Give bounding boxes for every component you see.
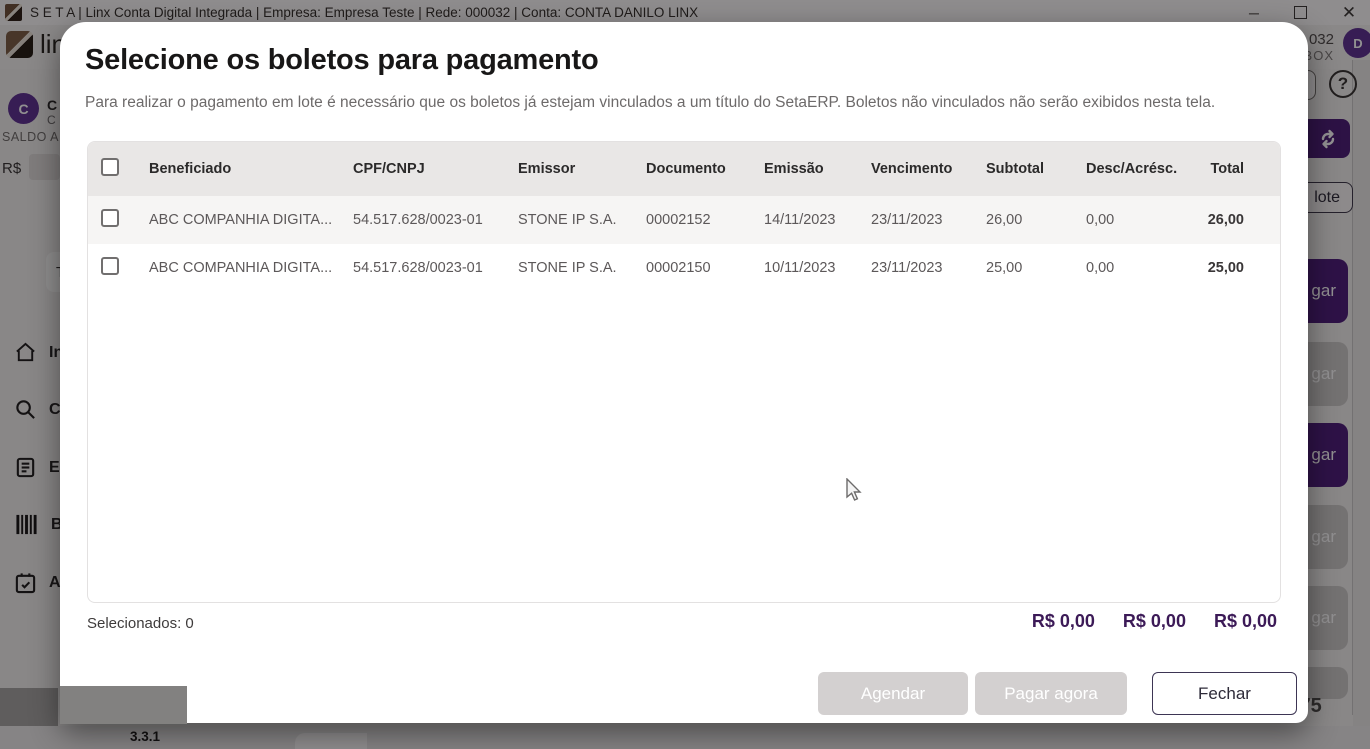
saldo-value-box (29, 154, 60, 180)
boletos-table: Beneficiado CPF/CNPJ Emissor Documento E… (87, 141, 1281, 603)
col-header-subtotal: Subtotal (986, 161, 1044, 177)
row-checkbox[interactable] (101, 257, 119, 275)
right-panel-edge (1352, 60, 1353, 715)
barcode-icon (16, 514, 37, 535)
sidebar-item-boletos[interactable]: B (14, 513, 63, 536)
col-header-cpf-cnpj: CPF/CNPJ (353, 161, 425, 177)
sidebar-item-label: C (49, 400, 61, 418)
col-header-vencimento: Vencimento (871, 161, 953, 177)
sidebar-item-consulta[interactable]: C (14, 398, 61, 421)
cell-cpf-cnpj: 54.517.628/0023-01 (353, 260, 483, 276)
linx-logo-icon (6, 31, 33, 58)
col-header-desc-acresc: Desc/Acrésc. (1086, 161, 1178, 177)
maximize-icon (1293, 6, 1307, 19)
background-step-patch (60, 686, 187, 724)
maximize-button[interactable] (1289, 0, 1311, 25)
account-avatar[interactable]: C (8, 93, 39, 124)
help-button[interactable]: ? (1329, 70, 1357, 98)
cell-subtotal: 25,00 (986, 260, 1023, 276)
modal-title: Selecione os boletos para pagamento (85, 44, 599, 76)
cell-emissao: 10/11/2023 (764, 260, 836, 276)
refresh-icon (1321, 129, 1335, 148)
cell-emissor: STONE IP S.A. (518, 212, 617, 228)
sidebar-item-label: In (49, 343, 64, 361)
selected-count: Selecionados: 0 (87, 615, 194, 632)
cell-beneficiado: ABC COMPANHIA DIGITA... (149, 260, 333, 276)
sidebar-item-label: B (51, 515, 63, 533)
sidebar-footer-shade (0, 688, 58, 726)
pagar-agora-button[interactable]: Pagar agora (975, 672, 1127, 715)
rede-code: 032 (1308, 31, 1334, 48)
sidebar-item-label: A (49, 573, 61, 591)
saldo-label: SALDO A (2, 130, 59, 144)
minimize-button[interactable]: ─ (1249, 4, 1259, 21)
total-desc-acresc: R$ 0,00 (1122, 611, 1186, 631)
fechar-button[interactable]: Fechar (1152, 672, 1297, 715)
calendar-check-icon (15, 573, 36, 594)
cell-emissao: 14/11/2023 (764, 212, 836, 228)
modal-subtitle: Para realizar o pagamento em lote é nece… (85, 94, 1216, 111)
cell-documento: 00002152 (646, 212, 711, 228)
col-header-documento: Documento (646, 161, 726, 177)
cell-desc-acresc: 0,00 (1086, 212, 1115, 228)
home-icon (16, 342, 35, 362)
environment-label: BOX (1303, 48, 1334, 63)
currency-prefix: R$ (2, 160, 22, 177)
col-header-total: Total (1210, 161, 1244, 177)
col-header-beneficiado: Beneficiado (149, 161, 232, 177)
cell-emissor: STONE IP S.A. (518, 260, 617, 276)
table-header-row: Beneficiado CPF/CNPJ Emissor Documento E… (88, 142, 1280, 196)
seta-logo-icon (5, 4, 22, 21)
document-icon (16, 457, 35, 478)
window-title: S E T A | Linx Conta Digital Integrada |… (30, 5, 699, 20)
window-titlebar: S E T A | Linx Conta Digital Integrada |… (0, 0, 1370, 25)
table-row[interactable]: ABC COMPANHIA DIGITA... 54.517.628/0023-… (88, 196, 1280, 244)
account-subtitle: C (47, 113, 56, 127)
cell-desc-acresc: 0,00 (1086, 260, 1115, 276)
cell-vencimento: 23/11/2023 (871, 212, 943, 228)
app-version: 3.3.1 (129, 729, 161, 744)
col-header-emissor: Emissor (518, 161, 576, 177)
cell-subtotal: 26,00 (986, 212, 1023, 228)
close-button[interactable]: ✕ (1341, 2, 1357, 22)
sidebar-item-agendamentos[interactable]: A (14, 571, 61, 594)
cell-cpf-cnpj: 54.517.628/0023-01 (353, 212, 483, 228)
search-icon (16, 400, 35, 419)
cell-total: 26,00 (1207, 212, 1244, 228)
cell-documento: 00002150 (646, 260, 711, 276)
select-all-checkbox[interactable] (101, 158, 119, 176)
sidebar-item-label: E (49, 458, 60, 476)
total-subtotal: R$ 0,00 (1031, 611, 1095, 631)
cell-total: 25,00 (1207, 260, 1244, 276)
total-geral: R$ 0,00 (1213, 611, 1277, 631)
sidebar-item-inicio[interactable]: In (14, 341, 63, 364)
row-checkbox[interactable] (101, 209, 119, 227)
boletos-modal: Selecione os boletos para pagamento Para… (60, 22, 1308, 723)
cell-beneficiado: ABC COMPANHIA DIGITA... (149, 212, 333, 228)
agendar-button[interactable]: Agendar (818, 672, 968, 715)
cell-vencimento: 23/11/2023 (871, 260, 943, 276)
col-header-emissao: Emissão (764, 161, 824, 177)
table-row[interactable]: ABC COMPANHIA DIGITA... 54.517.628/0023-… (88, 244, 1280, 292)
account-name: C (47, 97, 58, 113)
totals-row: R$ 0,00 R$ 0,00 R$ 0,00 (1032, 611, 1277, 632)
panel-corner-fragment (295, 733, 367, 749)
mouse-cursor (846, 478, 862, 501)
right-panel-strip (1353, 60, 1370, 726)
user-avatar[interactable]: D (1343, 28, 1370, 58)
sidebar-item-extrato[interactable]: E (14, 456, 60, 479)
